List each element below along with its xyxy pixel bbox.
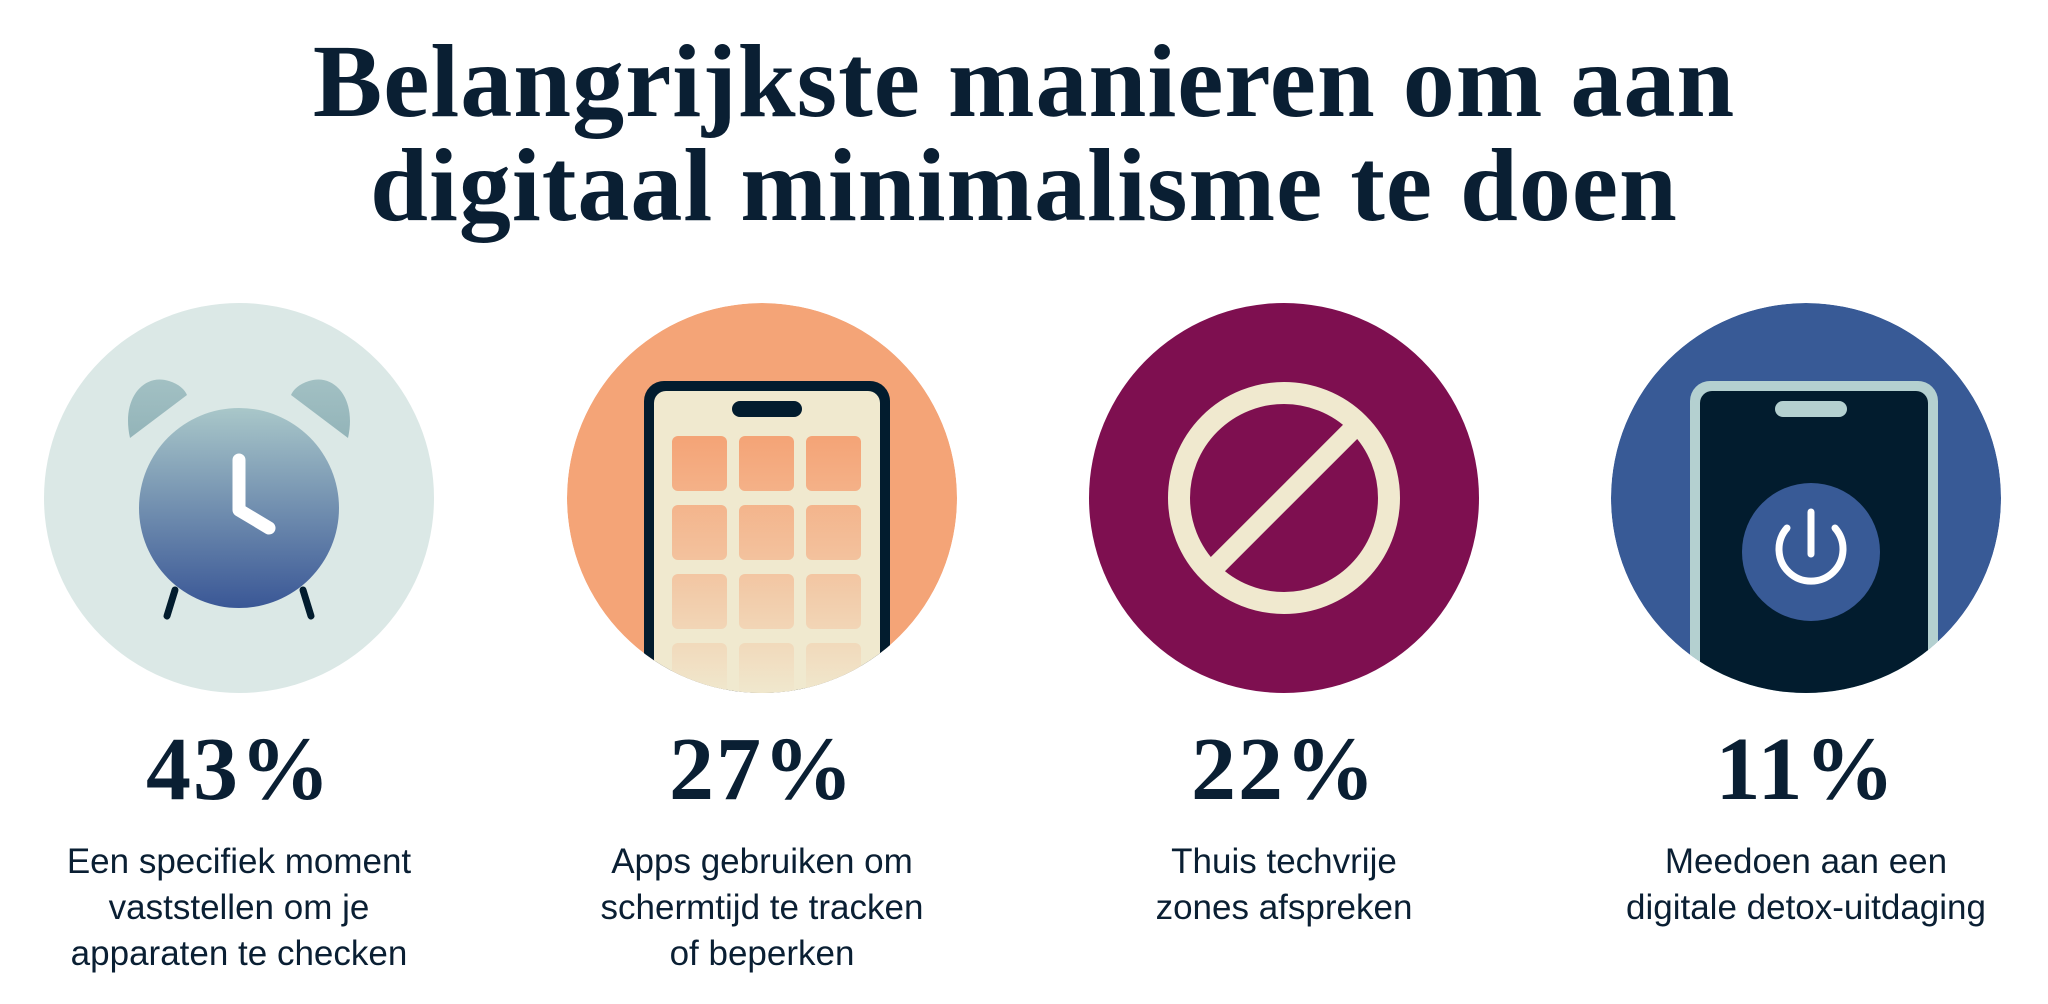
desc-line: digitale detox-uitdaging <box>1626 888 1986 927</box>
stat-description: Een specifiek moment vaststellen om je a… <box>0 839 479 977</box>
stat-item-set-moment: 43% Een specifiek moment vaststellen om … <box>0 303 479 977</box>
desc-line: Apps gebruiken om <box>611 842 913 881</box>
stat-description: Meedoen aan een digitale detox-uitdaging <box>1566 839 2046 931</box>
stat-percent: 22% <box>1191 720 1377 819</box>
stat-item-apps: 27% Apps gebruiken om schermtijd te trac… <box>522 303 1002 977</box>
desc-line: Thuis techvrije <box>1171 842 1397 881</box>
page-title: Belangrijkste manieren om aan digitaal m… <box>0 30 2048 238</box>
title-line-1: Belangrijkste manieren om aan <box>312 24 1736 139</box>
alarm-clock-icon <box>44 303 434 693</box>
stat-percent: 43% <box>146 720 332 819</box>
stat-item-tech-free-zones: 22% Thuis techvrije zones afspreken <box>1044 303 1524 931</box>
smartphone-apps-icon <box>567 303 957 693</box>
stat-description: Apps gebruiken om schermtijd te tracken … <box>522 839 1002 977</box>
title-line-2: digitaal minimalisme te doen <box>370 128 1678 243</box>
stat-description: Thuis techvrije zones afspreken <box>1044 839 1524 931</box>
prohibited-icon <box>1089 303 1479 693</box>
desc-line: vaststellen om je <box>108 888 370 927</box>
phone-power-off-icon <box>1611 303 2001 693</box>
stat-percent: 27% <box>669 720 855 819</box>
stat-percent: 11% <box>1715 720 1897 819</box>
stat-item-digital-detox: 11% Meedoen aan een digitale detox-uitda… <box>1566 303 2046 931</box>
desc-line: Meedoen aan een <box>1664 842 1948 881</box>
desc-line: apparaten te checken <box>70 934 408 973</box>
desc-line: zones afspreken <box>1155 888 1413 927</box>
desc-line: of beperken <box>669 934 855 973</box>
desc-line: Een specifiek moment <box>66 842 412 881</box>
desc-line: schermtijd te tracken <box>600 888 924 927</box>
